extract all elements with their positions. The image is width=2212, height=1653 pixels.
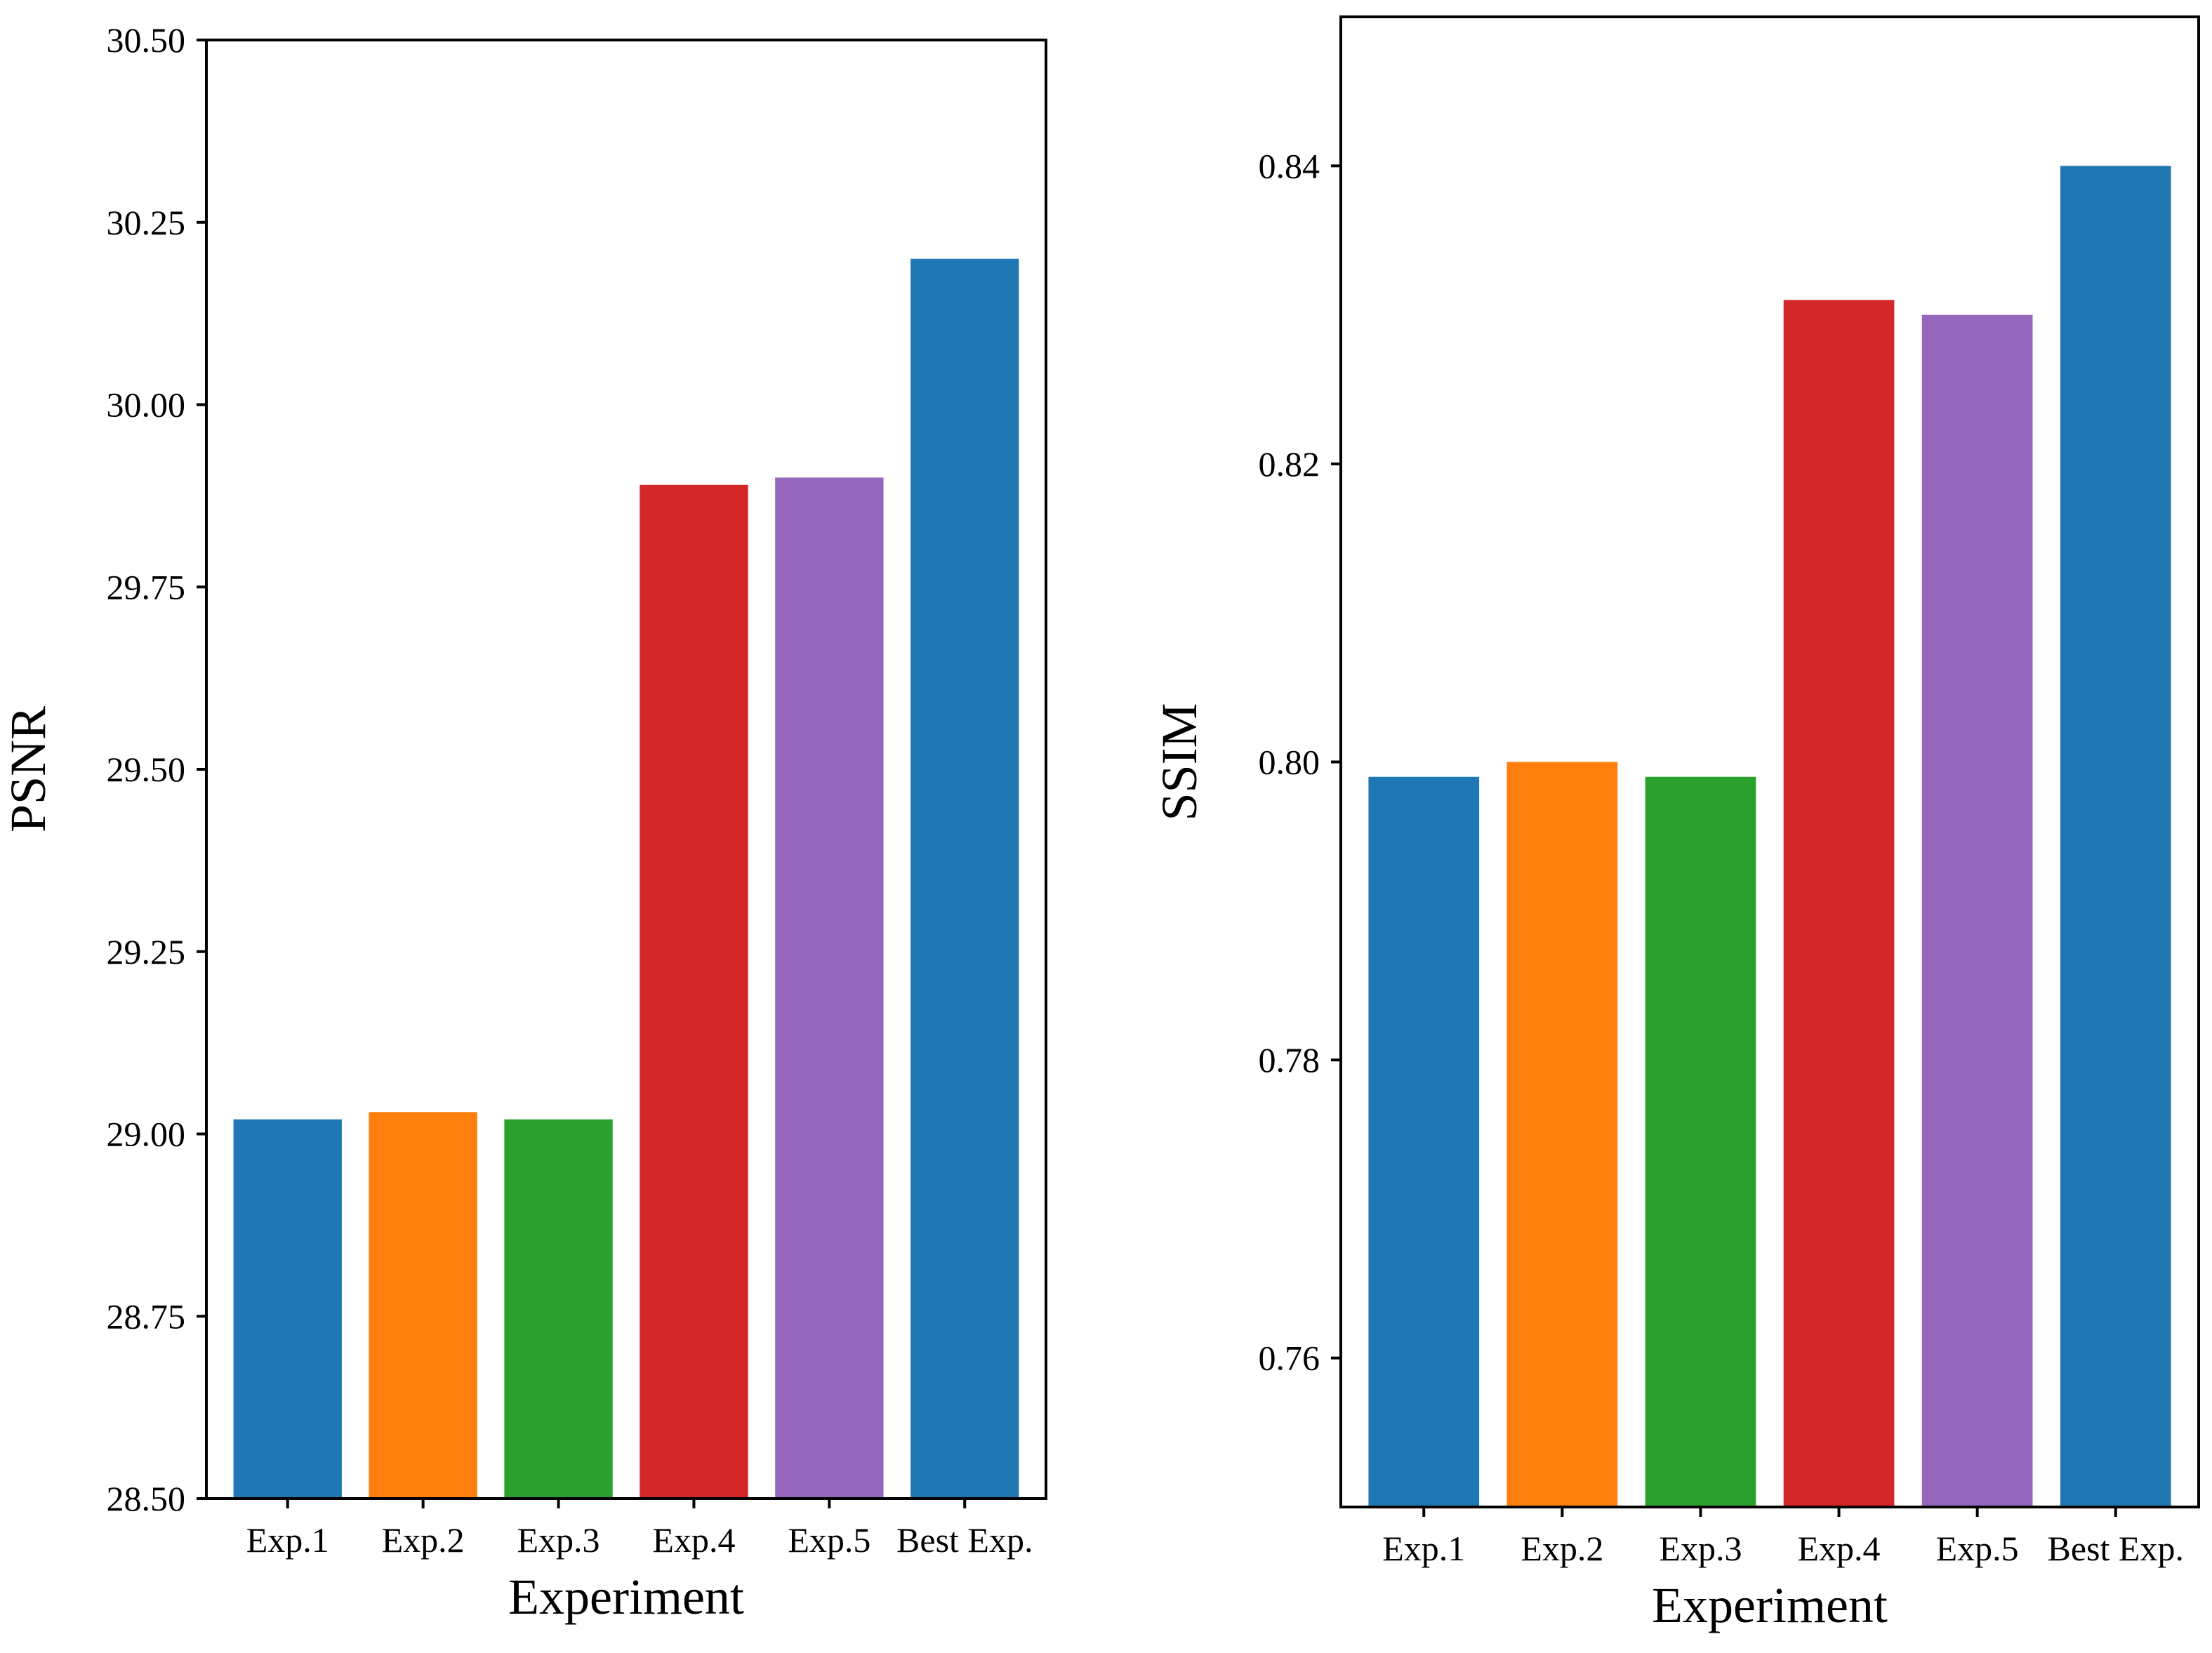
ssim-bar-4 — [1783, 300, 1895, 1507]
psnr-y-tick-label: 28.50 — [107, 1479, 186, 1518]
ssim-y-tick-label: 0.80 — [1259, 743, 1320, 782]
psnr-bars — [233, 258, 1019, 1499]
ssim-bar-chart: 0.760.780.800.820.84 Exp.1 Exp.2 Exp.3 Exp.… — [1151, 15, 2200, 1633]
psnr-x-tick-label: Exp.5 — [788, 1520, 870, 1560]
ssim-bar-6 — [2060, 166, 2171, 1507]
ssim-y-tick-label: 0.78 — [1259, 1040, 1320, 1080]
ssim-x-tick-label: Exp.3 — [1659, 1529, 1742, 1568]
psnr-x-tick-label: Exp.2 — [382, 1520, 465, 1560]
ssim-y-tick-label: 0.76 — [1259, 1339, 1320, 1378]
ssim-bar-5 — [1921, 314, 2033, 1508]
psnr-x-axis-title: Experiment — [508, 1569, 744, 1625]
ssim-y-tick-label: 0.82 — [1259, 444, 1320, 484]
ssim-y-tick-label: 0.84 — [1259, 146, 1320, 185]
psnr-y-tick-label: 30.00 — [107, 385, 186, 425]
psnr-x-tick-label: Exp.4 — [652, 1520, 735, 1560]
ssim-x-tick-label: Exp.2 — [1521, 1529, 1603, 1568]
psnr-bar-chart: 28.50 28.75 29.00 29.25 29.50 29.75 30.00 30.25… — [0, 20, 1047, 1625]
ssim-bar-3 — [1645, 776, 1756, 1507]
ssim-bar-2 — [1506, 762, 1618, 1507]
ssim-y-axis-ticks: 0.76 0.78 0.80 0.82 0.84 — [1259, 146, 1341, 1378]
ssim-x-tick-label: Exp.4 — [1798, 1529, 1881, 1568]
psnr-x-tick-label: Exp.1 — [246, 1520, 329, 1560]
ssim-x-axis-ticks: Exp.1 Exp.2 Exp.3 Exp.4 Exp.5 Best Exp. — [1382, 1507, 2184, 1568]
psnr-bar-6 — [910, 258, 1019, 1499]
ssim-x-tick-label: Exp.5 — [1936, 1529, 2019, 1568]
psnr-bar-5 — [775, 477, 884, 1499]
psnr-bar-1 — [233, 1119, 342, 1499]
psnr-y-tick-label: 30.25 — [107, 203, 186, 242]
ssim-y-axis-title: SSIM — [1151, 703, 1207, 821]
psnr-x-axis-ticks: Exp.1 Exp.2 Exp.3 Exp.4 Exp.5 Best Exp. — [246, 1499, 1033, 1560]
psnr-y-axis-ticks: 28.50 28.75 29.00 29.25 29.50 29.75 30.00 30.25… — [107, 20, 206, 1518]
psnr-y-tick-label: 29.25 — [107, 932, 186, 971]
psnr-bar-3 — [504, 1119, 613, 1499]
psnr-y-tick-label: 30.50 — [107, 20, 186, 60]
ssim-x-tick-label: Best Exp. — [2048, 1529, 2184, 1568]
ssim-x-tick-label: Exp.1 — [1382, 1529, 1465, 1568]
psnr-bar-2 — [369, 1112, 477, 1499]
psnr-y-tick-label: 28.75 — [107, 1296, 186, 1336]
ssim-bars — [1368, 166, 2171, 1508]
psnr-x-tick-label: Best Exp. — [896, 1520, 1033, 1560]
psnr-y-tick-label: 29.00 — [107, 1115, 186, 1154]
psnr-bar-4 — [640, 484, 748, 1499]
psnr-y-axis-title: PSNR — [0, 706, 56, 832]
psnr-y-tick-label: 29.75 — [107, 567, 186, 606]
psnr-x-tick-label: Exp.3 — [517, 1520, 600, 1560]
ssim-bar-1 — [1368, 776, 1480, 1507]
psnr-y-tick-label: 29.50 — [107, 750, 186, 789]
ssim-x-axis-title: Experiment — [1652, 1577, 1888, 1633]
